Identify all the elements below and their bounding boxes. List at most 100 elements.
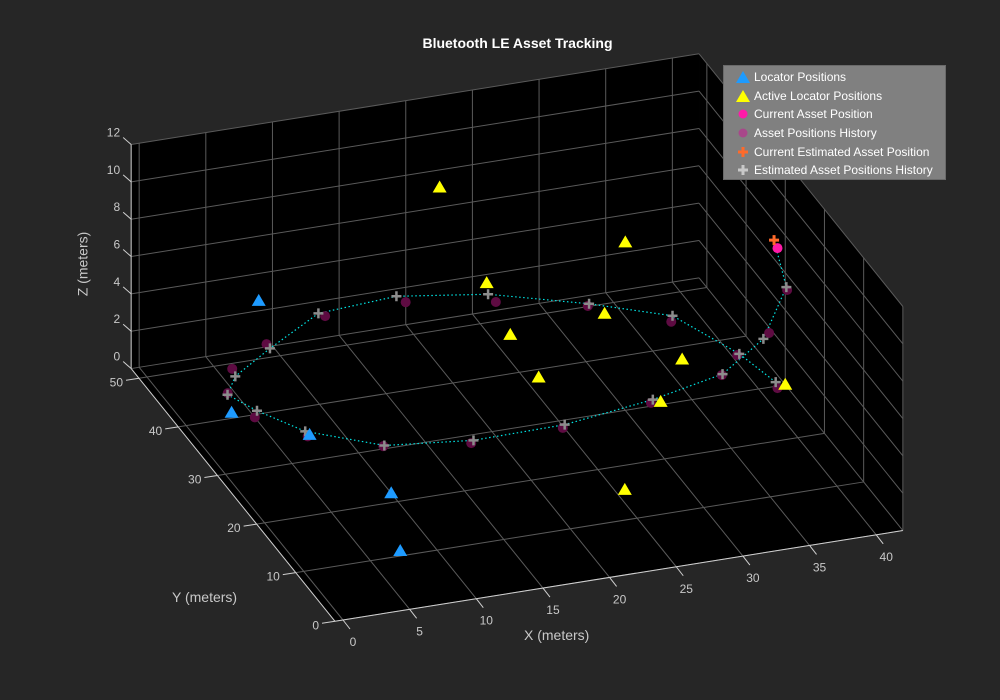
y-tick-label: 50	[110, 375, 124, 389]
grid-line-y	[295, 481, 864, 574]
y-tick	[165, 426, 179, 430]
active-locator-marker	[432, 180, 447, 193]
y-tick-label: 30	[188, 472, 202, 486]
plus-icon	[732, 146, 754, 157]
grid-line-z	[698, 202, 904, 457]
legend-label: Asset Positions History	[754, 126, 877, 141]
legend-item-active-locator[interactable]: Active Locator Positions	[724, 87, 945, 106]
z-tick-label: 0	[113, 350, 120, 364]
grid-line-y	[178, 335, 747, 428]
grid-line-z	[131, 127, 700, 220]
x-tick-label: 0	[350, 635, 357, 649]
estimated-history-point	[379, 440, 390, 451]
x-tick	[742, 555, 751, 566]
active-locator-marker	[503, 327, 518, 340]
estimated-history-point	[252, 405, 263, 416]
grid-line-x	[605, 292, 810, 546]
legend-label: Current Estimated Asset Position	[754, 144, 930, 159]
y-tick	[204, 474, 218, 478]
estimated-history-point	[468, 435, 479, 446]
x-axis-line	[334, 530, 903, 622]
x-tick	[475, 598, 484, 609]
legend-item-current-asset[interactable]: Current Asset Position	[724, 105, 945, 124]
grid-line-y	[138, 287, 707, 379]
x-axis-label: X (meters)	[524, 627, 590, 643]
triangle-icon	[732, 71, 754, 84]
estimated-history-point	[647, 394, 658, 405]
grid-line-z	[131, 277, 700, 370]
asset-history-point	[764, 327, 775, 338]
grid-line-z	[131, 239, 700, 332]
y-tick	[321, 620, 336, 624]
active-locator-marker	[778, 377, 793, 390]
x-tick-label: 40	[880, 550, 894, 564]
grid-line-z	[131, 202, 700, 295]
active-locator-marker	[653, 394, 668, 407]
x-tick	[875, 534, 884, 545]
z-tick	[122, 361, 132, 369]
grid-line-x	[538, 303, 744, 557]
x-tick-label: 15	[546, 603, 560, 617]
locator-marker	[302, 427, 317, 440]
x-tick	[675, 566, 684, 577]
grid-line-z	[131, 90, 700, 183]
estimated-history-point	[264, 343, 275, 354]
z-tick-label: 10	[107, 163, 121, 177]
legend-label: Estimated Asset Positions History	[754, 163, 933, 178]
x-tick-label: 20	[613, 592, 627, 606]
z-tick-label: 6	[113, 238, 120, 252]
estimated-history-point	[559, 419, 570, 430]
x-tick	[542, 587, 551, 598]
estimated-track-line	[226, 239, 787, 447]
x-tick	[342, 619, 351, 630]
legend[interactable]: Locator Positions Active Locator Positio…	[723, 65, 946, 180]
circle-icon	[732, 128, 754, 138]
legend-item-estimate-history[interactable]: Estimated Asset Positions History	[724, 161, 945, 180]
x-tick	[409, 609, 418, 619]
grid-line-y	[217, 384, 786, 476]
estimated-history-point	[667, 310, 678, 321]
y-tick-label: 40	[149, 424, 163, 438]
estimated-history-point	[770, 377, 781, 388]
active-locator-marker	[531, 370, 546, 383]
grid-line-z	[131, 53, 700, 146]
legend-item-locator[interactable]: Locator Positions	[724, 68, 945, 87]
legend-label: Current Asset Position	[754, 107, 873, 122]
z-tick	[122, 286, 132, 295]
estimated-history-point	[483, 289, 494, 300]
asset-history-point	[666, 316, 677, 327]
x-tick-label: 10	[480, 614, 494, 628]
z-tick-label: 12	[107, 126, 121, 140]
locator-marker	[224, 405, 239, 418]
grid-line-x	[205, 356, 411, 610]
plus-icon	[732, 165, 754, 176]
z-tick-label: 4	[113, 275, 120, 289]
active-locator-marker	[618, 235, 633, 248]
asset-history-point	[490, 297, 501, 308]
y-axis-label: Y (meters)	[172, 589, 238, 605]
active-locator-marker	[479, 276, 494, 289]
circle-icon	[732, 109, 754, 119]
estimated-history-point	[584, 298, 595, 309]
grid-line-z	[698, 165, 904, 419]
z-tick-label: 8	[113, 200, 120, 214]
chart-title: Bluetooth LE Asset Tracking	[422, 35, 613, 51]
locator-marker	[384, 486, 399, 499]
z-tick-label: 2	[113, 312, 120, 326]
estimated-history-point	[781, 282, 792, 293]
active-locator-marker	[597, 306, 612, 319]
active-locator-marker	[617, 482, 632, 495]
z-tick	[122, 137, 132, 145]
y-axis-line	[130, 368, 336, 622]
legend-item-asset-history[interactable]: Asset Positions History	[724, 124, 945, 143]
legend-item-current-estimate[interactable]: Current Estimated Asset Position	[724, 142, 945, 161]
estimated-history-point	[734, 348, 745, 359]
y-tick-label: 10	[266, 570, 280, 584]
z-tick	[122, 323, 132, 332]
legend-label: Locator Positions	[754, 70, 847, 85]
asset-history-point	[582, 300, 593, 311]
estimated-history-point	[758, 333, 769, 344]
estimated-history-point	[222, 389, 233, 400]
